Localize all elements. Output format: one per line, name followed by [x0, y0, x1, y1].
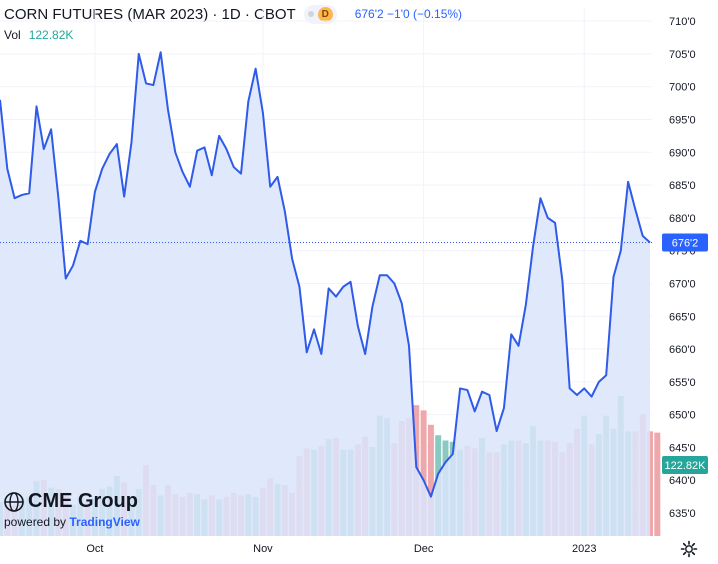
y-tick-label: 705'0: [669, 49, 696, 61]
price-line: [0, 51, 651, 498]
y-axis: 635'0 640'0 645'0 650'0 655'0 660'0 665'0 670'0…: [669, 16, 696, 520]
chart-title: CORN FUTURES (MAR 2023) · 1D · CBOT: [4, 5, 296, 23]
cme-globe-icon: [4, 491, 24, 512]
cme-logo: CME Group: [4, 490, 140, 513]
y-tick-label: 660'0: [669, 344, 696, 356]
y-tick-label: 640'0: [669, 475, 696, 487]
indicator-badge-group[interactable]: D: [303, 4, 337, 24]
x-tick-label: Nov: [253, 543, 273, 555]
y-tick-label: 695'0: [669, 115, 696, 127]
y-tick-label: 700'0: [669, 82, 696, 94]
chart-header: CORN FUTURES (MAR 2023) · 1D · CBOT D 67…: [4, 4, 462, 24]
powered-by[interactable]: powered by TradingView: [4, 515, 140, 529]
y-tick-label: 655'0: [669, 377, 696, 389]
volume-bar: [420, 410, 427, 536]
status-dot-icon: [307, 11, 314, 17]
price-change: −1'0 (−0.15%): [387, 7, 463, 21]
last-price-tag-bg: [662, 233, 708, 252]
y-tick-label: 680'0: [669, 213, 696, 225]
y-tick-label: 690'0: [669, 147, 696, 159]
volume-legend: Vol 122.82K: [4, 28, 73, 42]
powered-by-text: powered by: [4, 515, 67, 529]
x-tick-label: Oct: [86, 543, 103, 555]
volume-bar: [654, 432, 661, 536]
last-price: 676'2: [354, 7, 384, 21]
volume-tag-bg: [662, 456, 708, 474]
y-tick-label: 685'0: [669, 180, 696, 192]
y-tick-label: 650'0: [669, 410, 696, 422]
x-tick-label: 2023: [572, 543, 596, 555]
volume-value: 122.82K: [28, 28, 74, 42]
price-area: [0, 52, 650, 537]
x-tick-label: Dec: [414, 543, 434, 555]
delayed-badge: D: [317, 6, 333, 22]
branding: CME Group powered by TradingView: [4, 490, 140, 529]
settings-gear-icon[interactable]: [680, 540, 698, 558]
volume-tag: 122.82K: [665, 460, 707, 472]
y-tick-label: 665'0: [669, 311, 696, 323]
volume-label: Vol: [4, 28, 21, 42]
y-tick-label: 710'0: [669, 16, 696, 28]
cme-logo-text: CME Group: [28, 490, 138, 512]
axis-tags: 676'2 122.82K: [662, 233, 708, 474]
last-price-tag: 676'2: [672, 237, 699, 249]
y-tick-label: 645'0: [669, 442, 696, 454]
price-readout: 676'2 −1'0 (−0.15%): [355, 7, 462, 21]
volume-bar: [427, 424, 434, 536]
y-tick-label: 670'0: [669, 278, 696, 290]
tradingview-link[interactable]: TradingView: [69, 515, 140, 529]
x-axis: Oct Nov Dec 2023: [86, 543, 596, 555]
y-tick-label: 635'0: [669, 508, 696, 520]
